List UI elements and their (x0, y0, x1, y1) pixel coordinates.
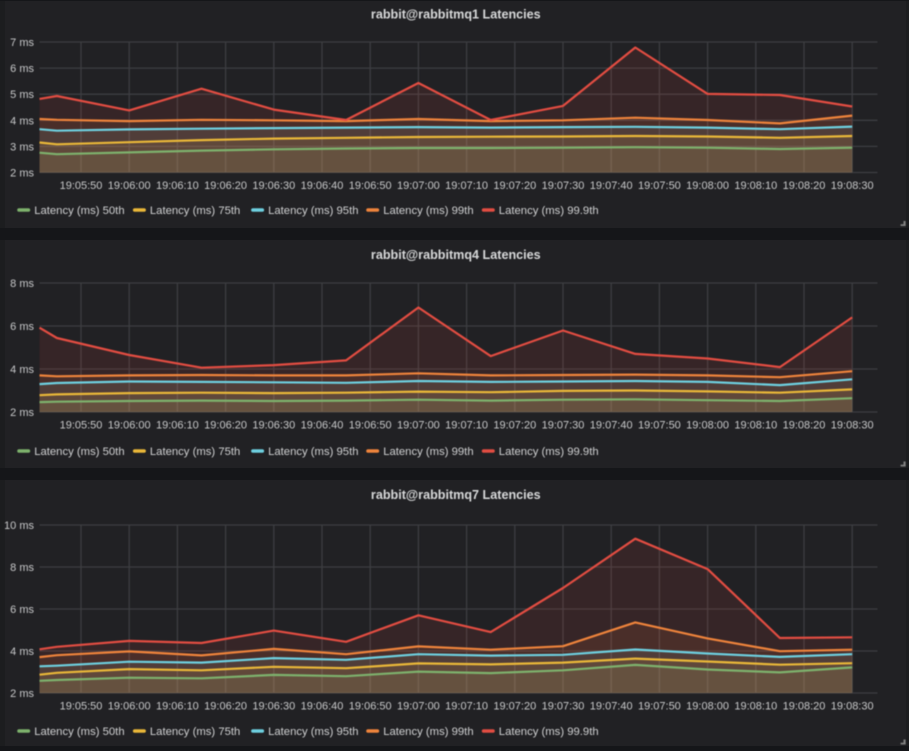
svg-text:rabbit@rabbitmq7 Latencies: rabbit@rabbitmq7 Latencies (370, 488, 540, 502)
svg-text:19:05:50: 19:05:50 (59, 419, 102, 431)
svg-text:rabbit@rabbitmq4 Latencies: rabbit@rabbitmq4 Latencies (370, 248, 540, 262)
svg-text:2 ms: 2 ms (10, 688, 34, 700)
svg-text:Latency (ms) 99.9th: Latency (ms) 99.9th (498, 446, 598, 458)
svg-text:Latency (ms) 95th: Latency (ms) 95th (268, 205, 358, 217)
svg-text:5 ms: 5 ms (10, 89, 34, 101)
svg-text:4 ms: 4 ms (10, 364, 34, 376)
svg-text:19:05:50: 19:05:50 (59, 700, 102, 712)
svg-text:19:07:10: 19:07:10 (445, 180, 488, 192)
svg-text:19:08:10: 19:08:10 (734, 700, 777, 712)
svg-text:19:08:30: 19:08:30 (830, 180, 873, 192)
svg-text:19:07:50: 19:07:50 (637, 180, 680, 192)
svg-text:19:07:20: 19:07:20 (493, 700, 536, 712)
svg-text:Latency (ms) 95th: Latency (ms) 95th (268, 726, 358, 738)
svg-text:Latency (ms) 50th: Latency (ms) 50th (34, 205, 124, 217)
svg-text:19:06:20: 19:06:20 (204, 180, 247, 192)
svg-text:19:07:00: 19:07:00 (396, 700, 439, 712)
svg-text:19:06:10: 19:06:10 (155, 419, 198, 431)
svg-text:3 ms: 3 ms (10, 141, 34, 153)
svg-text:19:06:30: 19:06:30 (252, 419, 295, 431)
svg-text:19:07:10: 19:07:10 (445, 700, 488, 712)
svg-text:19:06:50: 19:06:50 (348, 180, 391, 192)
svg-text:Latency (ms) 75th: Latency (ms) 75th (149, 726, 239, 738)
svg-text:Latency (ms) 99.9th: Latency (ms) 99.9th (498, 205, 598, 217)
svg-text:19:08:20: 19:08:20 (782, 700, 825, 712)
svg-text:19:07:20: 19:07:20 (493, 180, 536, 192)
svg-text:8 ms: 8 ms (10, 562, 34, 574)
svg-text:19:07:10: 19:07:10 (445, 419, 488, 431)
svg-text:Latency (ms) 99th: Latency (ms) 99th (383, 205, 473, 217)
svg-text:6 ms: 6 ms (10, 63, 34, 75)
svg-text:2 ms: 2 ms (10, 407, 34, 419)
svg-text:19:08:10: 19:08:10 (734, 180, 777, 192)
svg-text:4 ms: 4 ms (10, 115, 34, 127)
svg-text:19:08:30: 19:08:30 (830, 419, 873, 431)
svg-text:19:06:40: 19:06:40 (300, 419, 343, 431)
svg-text:19:08:20: 19:08:20 (782, 419, 825, 431)
svg-text:19:06:20: 19:06:20 (204, 700, 247, 712)
svg-text:19:08:30: 19:08:30 (830, 700, 873, 712)
svg-text:2 ms: 2 ms (10, 168, 34, 180)
svg-text:19:07:40: 19:07:40 (589, 419, 632, 431)
svg-text:19:07:00: 19:07:00 (396, 180, 439, 192)
svg-text:19:08:00: 19:08:00 (686, 180, 729, 192)
svg-text:19:06:50: 19:06:50 (348, 419, 391, 431)
svg-text:19:06:10: 19:06:10 (155, 180, 198, 192)
svg-text:6 ms: 6 ms (10, 604, 34, 616)
svg-text:19:06:00: 19:06:00 (107, 180, 150, 192)
svg-text:19:06:40: 19:06:40 (300, 180, 343, 192)
svg-text:19:07:50: 19:07:50 (637, 700, 680, 712)
svg-text:Latency (ms) 50th: Latency (ms) 50th (34, 726, 124, 738)
svg-text:Latency (ms) 50th: Latency (ms) 50th (34, 446, 124, 458)
svg-text:19:06:30: 19:06:30 (252, 180, 295, 192)
svg-text:Latency (ms) 99th: Latency (ms) 99th (383, 726, 473, 738)
svg-text:19:05:50: 19:05:50 (59, 180, 102, 192)
svg-text:19:06:40: 19:06:40 (300, 700, 343, 712)
svg-text:19:07:20: 19:07:20 (493, 419, 536, 431)
svg-text:19:08:00: 19:08:00 (686, 419, 729, 431)
svg-text:Latency (ms) 75th: Latency (ms) 75th (149, 446, 239, 458)
svg-text:19:07:30: 19:07:30 (541, 180, 584, 192)
svg-text:19:08:00: 19:08:00 (686, 700, 729, 712)
svg-text:19:07:00: 19:07:00 (396, 419, 439, 431)
svg-text:Latency (ms) 95th: Latency (ms) 95th (268, 446, 358, 458)
svg-text:19:07:40: 19:07:40 (589, 180, 632, 192)
svg-text:19:07:30: 19:07:30 (541, 419, 584, 431)
svg-text:19:06:10: 19:06:10 (155, 700, 198, 712)
svg-text:6 ms: 6 ms (10, 321, 34, 333)
svg-text:10 ms: 10 ms (5, 520, 34, 532)
svg-text:7 ms: 7 ms (10, 37, 34, 49)
svg-text:19:07:50: 19:07:50 (637, 419, 680, 431)
svg-text:19:06:00: 19:06:00 (107, 419, 150, 431)
svg-text:8 ms: 8 ms (10, 278, 34, 290)
svg-text:19:06:50: 19:06:50 (348, 700, 391, 712)
svg-text:rabbit@rabbitmq1 Latencies: rabbit@rabbitmq1 Latencies (370, 8, 540, 22)
svg-text:Latency (ms) 75th: Latency (ms) 75th (149, 205, 239, 217)
svg-text:19:08:20: 19:08:20 (782, 180, 825, 192)
svg-text:19:07:30: 19:07:30 (541, 700, 584, 712)
svg-text:4 ms: 4 ms (10, 646, 34, 658)
svg-text:19:06:30: 19:06:30 (252, 700, 295, 712)
svg-text:19:07:40: 19:07:40 (589, 700, 632, 712)
svg-text:19:08:10: 19:08:10 (734, 419, 777, 431)
svg-text:19:06:20: 19:06:20 (204, 419, 247, 431)
svg-text:Latency (ms) 99th: Latency (ms) 99th (383, 446, 473, 458)
svg-text:19:06:00: 19:06:00 (107, 700, 150, 712)
svg-text:Latency (ms) 99.9th: Latency (ms) 99.9th (498, 726, 598, 738)
